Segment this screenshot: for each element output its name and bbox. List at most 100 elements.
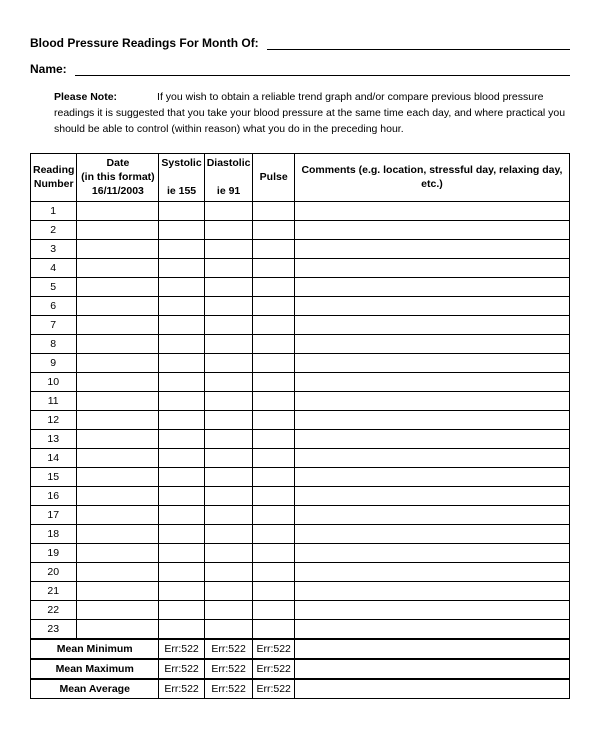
- cell-systolic: [159, 468, 204, 487]
- cell-comments: [294, 449, 569, 468]
- cell-pulse: [253, 202, 294, 221]
- cell-date: [77, 506, 159, 525]
- cell-diastolic: [204, 297, 253, 316]
- title-underline: [267, 36, 570, 50]
- summary-diastolic: Err:522: [204, 679, 253, 699]
- cell-number: 7: [31, 316, 77, 335]
- table-row: 17: [31, 506, 570, 525]
- summary-label: Mean Maximum: [31, 659, 159, 679]
- cell-comments: [294, 563, 569, 582]
- cell-pulse: [253, 449, 294, 468]
- table-row: 4: [31, 259, 570, 278]
- cell-pulse: [253, 240, 294, 259]
- table-row: 15: [31, 468, 570, 487]
- cell-pulse: [253, 620, 294, 640]
- readings-table: Reading Number Date (in this format) 16/…: [30, 153, 570, 699]
- cell-diastolic: [204, 335, 253, 354]
- cell-diastolic: [204, 468, 253, 487]
- cell-diastolic: [204, 392, 253, 411]
- cell-systolic: [159, 392, 204, 411]
- cell-diastolic: [204, 544, 253, 563]
- table-row: 23: [31, 620, 570, 640]
- cell-pulse: [253, 563, 294, 582]
- cell-date: [77, 202, 159, 221]
- cell-systolic: [159, 354, 204, 373]
- cell-comments: [294, 392, 569, 411]
- cell-number: 22: [31, 601, 77, 620]
- cell-comments: [294, 202, 569, 221]
- cell-pulse: [253, 278, 294, 297]
- table-row: 5: [31, 278, 570, 297]
- cell-number: 2: [31, 221, 77, 240]
- cell-diastolic: [204, 373, 253, 392]
- cell-date: [77, 620, 159, 640]
- cell-date: [77, 563, 159, 582]
- cell-date: [77, 487, 159, 506]
- summary-row: Mean MaximumErr:522Err:522Err:522: [31, 659, 570, 679]
- cell-number: 19: [31, 544, 77, 563]
- table-row: 19: [31, 544, 570, 563]
- cell-number: 3: [31, 240, 77, 259]
- table-header-row: Reading Number Date (in this format) 16/…: [31, 154, 570, 202]
- col-header-diastolic: Diastolic ie 91: [204, 154, 253, 202]
- cell-date: [77, 373, 159, 392]
- cell-systolic: [159, 259, 204, 278]
- cell-diastolic: [204, 563, 253, 582]
- cell-systolic: [159, 487, 204, 506]
- cell-comments: [294, 506, 569, 525]
- cell-number: 23: [31, 620, 77, 640]
- note-block: Please Note:If you wish to obtain a reli…: [30, 90, 570, 137]
- cell-systolic: [159, 601, 204, 620]
- cell-diastolic: [204, 487, 253, 506]
- summary-systolic: Err:522: [159, 639, 204, 659]
- cell-systolic: [159, 430, 204, 449]
- cell-comments: [294, 525, 569, 544]
- cell-systolic: [159, 544, 204, 563]
- cell-comments: [294, 411, 569, 430]
- table-row: 9: [31, 354, 570, 373]
- cell-date: [77, 278, 159, 297]
- table-row: 11: [31, 392, 570, 411]
- cell-systolic: [159, 278, 204, 297]
- table-row: 21: [31, 582, 570, 601]
- cell-date: [77, 449, 159, 468]
- cell-diastolic: [204, 354, 253, 373]
- cell-number: 5: [31, 278, 77, 297]
- cell-comments: [294, 487, 569, 506]
- cell-pulse: [253, 373, 294, 392]
- cell-diastolic: [204, 582, 253, 601]
- table-row: 22: [31, 601, 570, 620]
- cell-comments: [294, 316, 569, 335]
- name-row: Name:: [30, 62, 570, 76]
- cell-comments: [294, 468, 569, 487]
- summary-row: Mean MinimumErr:522Err:522Err:522: [31, 639, 570, 659]
- cell-pulse: [253, 392, 294, 411]
- cell-date: [77, 468, 159, 487]
- cell-comments: [294, 620, 569, 640]
- summary-comments: [294, 679, 569, 699]
- cell-diastolic: [204, 620, 253, 640]
- cell-number: 13: [31, 430, 77, 449]
- cell-number: 4: [31, 259, 77, 278]
- cell-pulse: [253, 354, 294, 373]
- cell-date: [77, 240, 159, 259]
- cell-date: [77, 392, 159, 411]
- summary-pulse: Err:522: [253, 639, 294, 659]
- cell-number: 6: [31, 297, 77, 316]
- title-row: Blood Pressure Readings For Month Of:: [30, 36, 570, 50]
- cell-diastolic: [204, 601, 253, 620]
- summary-systolic: Err:522: [159, 679, 204, 699]
- cell-number: 20: [31, 563, 77, 582]
- summary-label: Mean Minimum: [31, 639, 159, 659]
- cell-systolic: [159, 297, 204, 316]
- cell-date: [77, 601, 159, 620]
- cell-date: [77, 544, 159, 563]
- cell-diastolic: [204, 316, 253, 335]
- summary-comments: [294, 659, 569, 679]
- cell-date: [77, 430, 159, 449]
- name-underline: [75, 62, 570, 76]
- cell-number: 21: [31, 582, 77, 601]
- cell-diastolic: [204, 430, 253, 449]
- summary-diastolic: Err:522: [204, 639, 253, 659]
- table-row: 6: [31, 297, 570, 316]
